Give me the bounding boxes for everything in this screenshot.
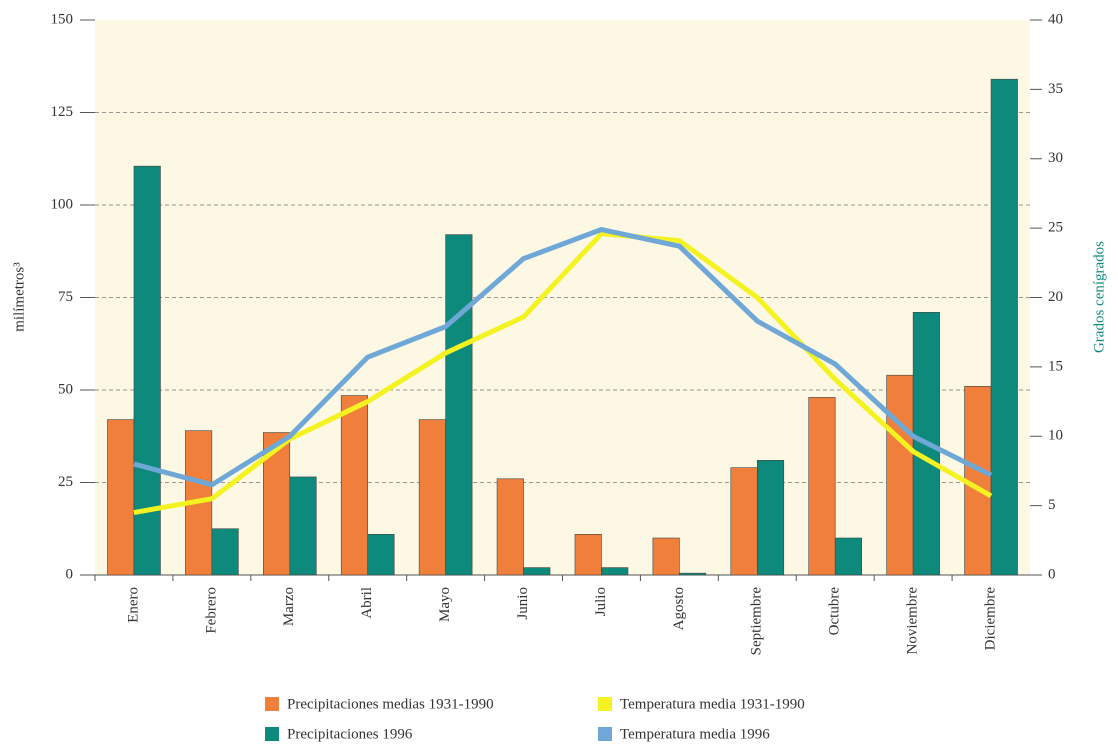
bar [418,419,446,576]
bar [445,234,473,576]
y2-tick-label: 20 [1048,289,1063,305]
bar [652,537,680,576]
y2-tick-label: 5 [1048,497,1056,513]
line [133,231,993,516]
bar [990,78,1018,576]
y-tick-label: 125 [51,104,74,120]
bar [601,567,629,576]
y2-axis-label: Grados cenígrados [1091,241,1107,353]
bar [211,528,239,576]
y2-tick-label: 30 [1048,150,1063,166]
y2-tick-label: 10 [1048,428,1063,444]
bar [496,478,524,576]
y2-tick-label: 25 [1048,220,1063,236]
y2-tick-label: 40 [1048,11,1063,27]
legend-label: Temperatura media 1996 [620,726,770,742]
x-tick-label: Enero [125,587,141,623]
x-tick-label: Septiembre [749,587,765,656]
x-tick-label: Noviembre [905,587,921,655]
x-tick-label: Julio [593,587,609,616]
y-tick-label: 75 [58,289,73,305]
bar [523,567,551,576]
legend-swatch [265,727,279,741]
x-tick-label: Mayo [437,587,453,622]
x-tick-label: Agosto [671,587,687,630]
bar [756,459,785,576]
legend-swatch [265,697,279,711]
y2-tick-label: 15 [1048,358,1063,374]
x-tick-label: Marzo [281,587,297,626]
y-tick-label: 0 [66,566,74,582]
bar [912,311,940,576]
legend-label: Temperatura media 1931-1990 [620,696,805,712]
bar [574,533,602,576]
legend-swatch [598,697,612,711]
bar [730,467,758,576]
bar [834,537,862,576]
bar [107,419,135,576]
bar [808,397,836,576]
legend-swatch [598,727,612,741]
bar [262,432,291,576]
y-tick-label: 150 [51,11,74,27]
bar [679,572,707,576]
x-tick-label: Junio [515,587,531,620]
line [133,227,993,488]
bar [886,374,914,576]
legend-label: Precipitaciones medias 1931-1990 [287,696,494,712]
y-tick-label: 50 [58,381,73,397]
y2-tick-label: 35 [1048,81,1063,97]
x-tick-label: Febrero [203,587,219,634]
x-tick-label: Octubre [827,587,843,636]
bar [367,533,395,576]
y-tick-label: 25 [58,474,73,490]
legend-label: Precipitaciones 1996 [287,726,413,742]
x-tick-label: Abril [359,587,375,619]
y-tick-label: 100 [51,196,74,212]
bar [340,395,369,576]
bar [289,476,317,576]
y-axis-label: milímetros³ [11,262,27,332]
y2-tick-label: 0 [1048,566,1056,582]
x-tick-label: Diciembre [982,587,998,651]
